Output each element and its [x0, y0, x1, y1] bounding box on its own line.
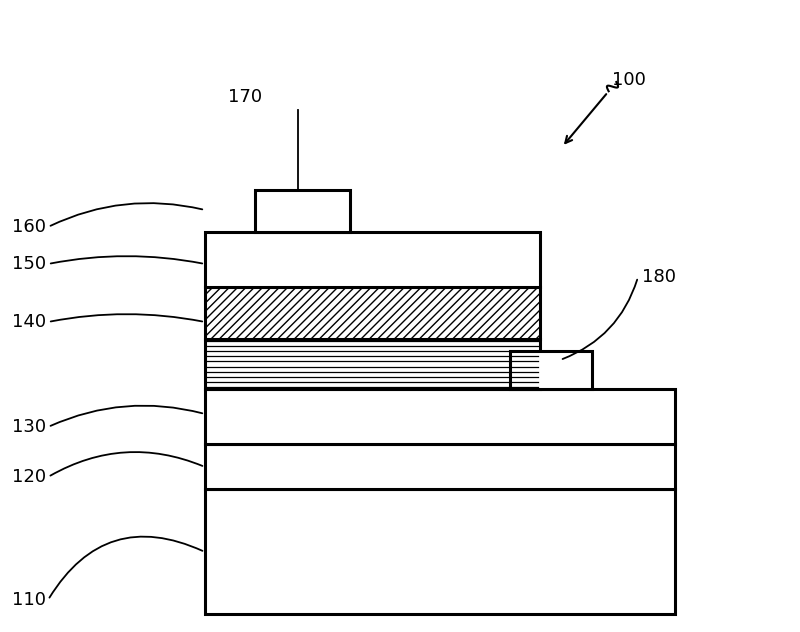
- Bar: [205, 287, 540, 339]
- Text: 170: 170: [228, 88, 262, 106]
- Bar: [205, 389, 675, 444]
- Bar: [205, 339, 540, 389]
- Bar: [255, 190, 350, 232]
- Text: 110: 110: [12, 591, 46, 609]
- Text: 180: 180: [642, 268, 676, 286]
- Text: 150: 150: [12, 255, 46, 273]
- Text: 100: 100: [612, 71, 646, 89]
- Text: 160: 160: [12, 218, 46, 236]
- Bar: [510, 351, 592, 389]
- Text: 140: 140: [12, 313, 46, 331]
- Bar: [205, 489, 675, 614]
- Text: 120: 120: [12, 468, 46, 486]
- Text: 130: 130: [12, 418, 46, 436]
- Bar: [205, 232, 540, 287]
- Bar: [205, 444, 675, 489]
